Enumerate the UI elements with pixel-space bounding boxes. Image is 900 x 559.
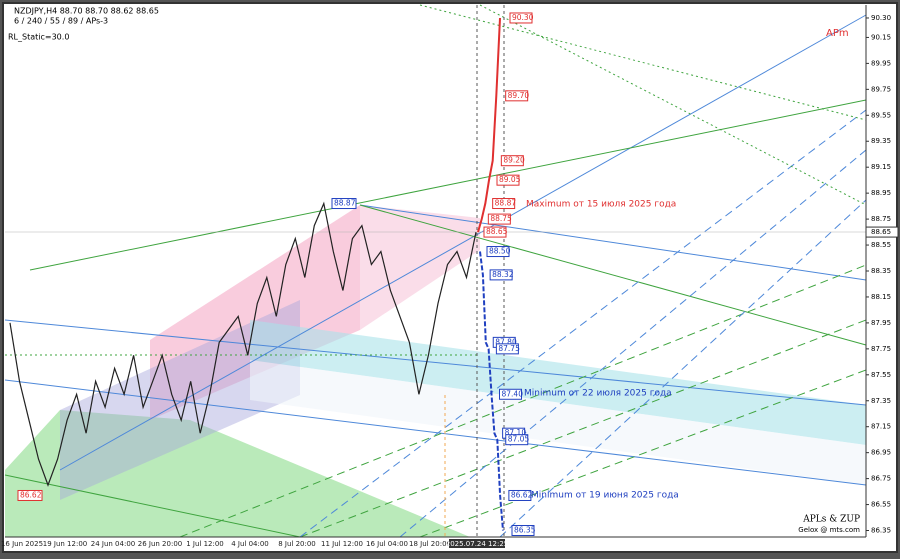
level-box [500,155,524,167]
x-tick-label: 8 Jul 20:00 [278,540,316,548]
level-box [511,525,535,537]
channels [4,4,867,538]
x-tick-label: 18 Jul 20:00 [409,540,451,548]
level-label: 87.75 [498,344,520,353]
y-tick-label: 87.75 [871,345,891,353]
y-tick-label: 86.95 [871,449,891,457]
last-price-box [865,226,899,238]
level-box [331,198,357,210]
level-label: 87.40 [502,389,524,398]
y-tick-label: 87.35 [871,397,891,405]
y-tick-label: 86.55 [871,501,891,509]
level-label: 88.50 [489,247,511,256]
level-box [505,434,529,446]
y-tick-label: 88.35 [871,267,891,275]
x-tick-label: 1 Jul 12:00 [186,540,224,548]
y-tick-label: 90.30 [871,14,891,22]
x-tick-label: 16 Jun 2025 [1,540,43,548]
y-tick-label: 89.95 [871,59,891,67]
level-label: 86.62 [511,490,533,499]
x-tick-label: 26 Jun 20:00 [138,540,182,548]
y-tick-label: 87.15 [871,423,891,431]
x-tick-label: 11 Jul 12:00 [321,540,363,548]
level-box [489,269,513,281]
y-tick-label: 89.15 [871,163,891,171]
indicator-label: RL_Static=30.0 [8,33,69,42]
level-label: 87.80 [495,337,517,346]
y-tick-label: 88.75 [871,215,891,223]
level-box [17,489,43,501]
y-tick-label: 86.35 [871,527,891,535]
level-label: 89.20 [503,156,525,165]
x-tick-label: 2025.07.24 12:25 [446,540,508,548]
annotation: APLs & ZUP [802,515,860,525]
x-tick-label: 16 Jul 04:00 [366,540,408,548]
y-tick-label: 89.55 [871,111,891,119]
x-tick-label: 4 Jul 04:00 [231,540,269,548]
level-box [492,198,516,210]
y-tick-label: 90.15 [871,33,891,41]
annotation: Maximum от 15 июля 2025 года [526,200,676,210]
level-label: 88.65 [486,227,508,236]
level-box [495,343,519,355]
level-box [487,213,511,225]
y-tick-label: 87.55 [871,371,891,379]
x-tick-label: 24 Jun 04:00 [91,540,135,548]
level-box [509,12,533,24]
x-tick-label: 19 Jun 12:00 [43,540,87,548]
level-label: 90.30 [512,13,534,22]
level-label: 89.05 [499,175,521,184]
level-box [499,388,522,400]
level-box [505,90,529,102]
y-tick-label: 86.75 [871,475,891,483]
level-label: 87.10 [505,428,527,437]
y-tick-label: 88.95 [871,189,891,197]
y-tick-label: 89.75 [871,85,891,93]
y-tick-label: 88.55 [871,241,891,249]
level-label: 87.05 [508,435,530,444]
level-label: 89.70 [508,91,530,100]
level-label: 88.75 [490,214,512,223]
annotation: Minimum от 19 июня 2025 года [531,491,679,501]
level-box [486,246,510,258]
time-box [449,539,505,548]
level-label: 88.32 [492,270,514,279]
level-label: 88.87 [334,199,356,208]
last-price-label: 88.65 [871,228,891,236]
y-tick-label: 89.35 [871,137,891,145]
y-tick-label: 88.15 [871,293,891,301]
annotation: APm [826,28,849,39]
level-label: 86.35 [514,526,536,535]
level-label: 88.87 [495,199,517,208]
annotation: Gelox @ mts.com [798,526,860,534]
forecast-path [477,17,501,233]
level-box [483,226,507,238]
level-box [508,489,532,501]
price-line [9,201,477,487]
chart-title: NZDJPY,H4 88.70 88.70 88.62 88.65 [14,7,159,16]
forecast-path [479,251,504,531]
y-tick-label: 87.95 [871,319,891,327]
level-label: 86.62 [20,490,42,499]
annotation: Minimum от 22 июля 2025 года [524,389,672,399]
chart-subtitle: 6 / 240 / 55 / 89 / APs-3 [14,17,108,26]
level-box [496,174,520,186]
